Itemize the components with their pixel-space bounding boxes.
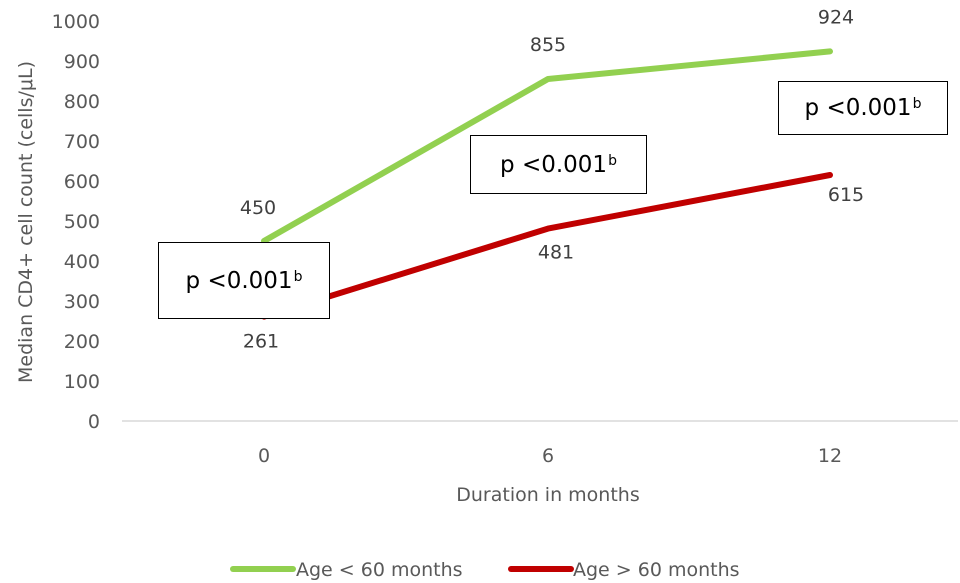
data-label: 261 [243,331,279,353]
x-axis-title: Duration in months [456,484,640,506]
data-label: 450 [240,197,276,219]
data-label: 924 [818,6,854,28]
y-tick-label: 900 [64,51,100,73]
data-labels: 450 855 924 261 481 615 [240,6,864,352]
y-tick-label: 500 [64,211,100,233]
y-tick-label: 200 [64,331,100,353]
data-label: 855 [530,34,566,56]
p-value-annotation-2: p <0.001 b [778,81,948,135]
y-tick-label: 800 [64,91,100,113]
p-value-text: p <0.001 [500,151,608,178]
p-value-superscript: b [912,96,922,112]
y-tick-label: 300 [64,291,100,313]
p-value-text: p <0.001 [804,95,912,121]
x-tick-label: 12 [818,445,842,467]
legend: Age < 60 months Age > 60 months [230,559,740,581]
legend-label: Age > 60 months [573,559,740,581]
data-label: 481 [538,242,574,264]
p-value-annotation-1: p <0.001 b [470,135,647,194]
x-tick-labels: 0 6 12 [258,445,842,467]
p-value-annotation-0: p <0.001 b [158,242,330,319]
p-value-text: p <0.001 [185,267,293,294]
x-tick-label: 6 [542,445,554,467]
legend-label: Age < 60 months [296,559,463,581]
y-tick-label: 100 [64,371,100,393]
p-value-superscript: b [608,152,617,169]
y-tick-label: 400 [64,251,100,273]
y-tick-label: 600 [64,171,100,193]
y-tick-label: 0 [88,411,100,433]
x-tick-label: 0 [258,445,270,467]
series-line-0 [261,48,833,244]
y-tick-labels: 0 100 200 300 400 500 600 700 800 900 1000 [52,11,100,433]
data-label: 615 [828,184,864,206]
y-axis-title: Median CD4+ cell count (cells/μL) [15,61,37,383]
y-tick-label: 1000 [52,11,100,33]
y-tick-label: 700 [64,131,100,153]
series-lines [261,48,833,320]
p-value-superscript: b [293,268,303,285]
series-line-1 [261,172,833,320]
